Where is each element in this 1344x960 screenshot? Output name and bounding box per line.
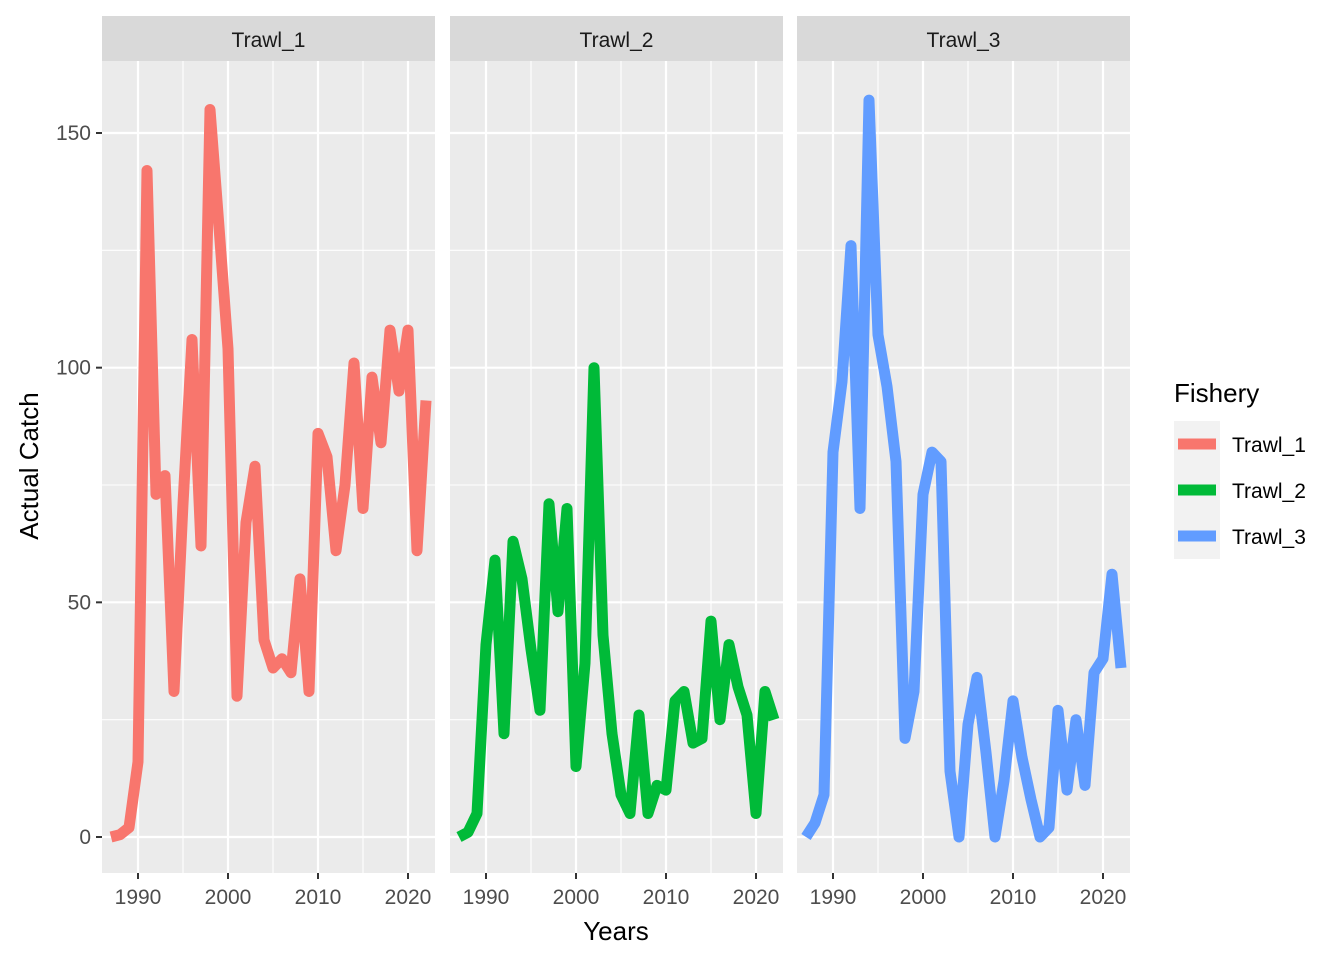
facet-strip-label: Trawl_1 [232, 29, 306, 52]
panel-trawl_1: Trawl_1 [102, 16, 435, 873]
x-tick-label: 2010 [295, 886, 342, 909]
y-axis: 0 50 100 150 [56, 122, 102, 849]
x-tick-label: 2020 [733, 886, 780, 909]
facet-strip [450, 16, 783, 61]
y-tick-label: 100 [56, 357, 91, 380]
series-line-trawl_2 [456, 362, 780, 842]
x-tick-label: 2000 [900, 886, 947, 909]
x-tick-label: 2010 [643, 886, 690, 909]
y-tick-label: 0 [79, 826, 91, 849]
x-tick-label: 1990 [463, 886, 510, 909]
panel-trawl_3: Trawl_3 [797, 16, 1130, 873]
facet-panels: Trawl_1 Trawl_2 Trawl_3 [102, 16, 1130, 873]
facet-strip [102, 16, 435, 61]
legend: Fishery Trawl_1 Trawl_2 Trawl_3 [1174, 378, 1306, 559]
y-axis-title: Actual Catch [14, 392, 44, 539]
legend-item-trawl_3: Trawl_3 [1174, 513, 1306, 559]
x-tick-label: 1990 [810, 886, 857, 909]
facet-strip-label: Trawl_2 [580, 29, 654, 52]
facet-strip [797, 16, 1130, 61]
x-tick-label: 2020 [385, 886, 432, 909]
legend-title: Fishery [1174, 378, 1259, 408]
legend-label: Trawl_3 [1232, 526, 1306, 549]
legend-label: Trawl_1 [1232, 434, 1306, 457]
y-tick-label: 50 [68, 591, 91, 614]
x-tick-label: 2000 [205, 886, 252, 909]
y-tick-label: 150 [56, 122, 91, 145]
legend-item-trawl_2: Trawl_2 [1174, 467, 1306, 513]
x-axes: 1990 2000 2010 2020 1990 2000 2010 2020 1990 2000… [115, 873, 1127, 909]
x-tick-label: 1990 [115, 886, 162, 909]
x-tick-label: 2010 [990, 886, 1037, 909]
x-tick-label: 2020 [1080, 886, 1127, 909]
x-tick-label: 2000 [553, 886, 600, 909]
series-line-trawl_3 [801, 94, 1127, 843]
legend-label: Trawl_2 [1232, 480, 1306, 503]
series-line-trawl_1 [109, 104, 432, 843]
facet-strip-label: Trawl_3 [927, 29, 1001, 52]
panel-trawl_2: Trawl_2 [450, 16, 783, 873]
legend-item-trawl_1: Trawl_1 [1174, 421, 1306, 467]
x-axis-title: Years [583, 916, 649, 946]
